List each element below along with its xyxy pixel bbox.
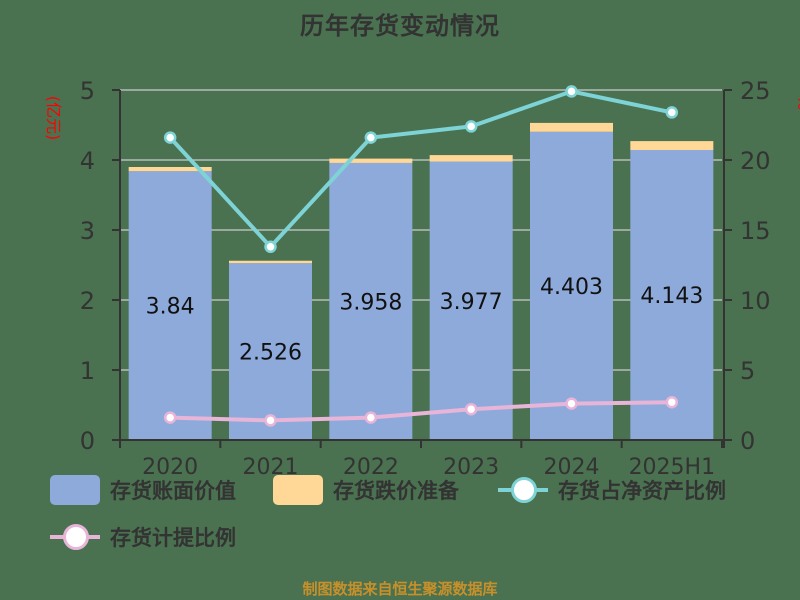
left-tick-label: 5 [80, 77, 95, 105]
bar-segment [630, 149, 714, 441]
bar-segment [429, 161, 513, 441]
legend-label: 存货跌价准备 [333, 479, 459, 503]
bar-segment [329, 162, 413, 440]
line-point-marker [665, 106, 679, 119]
line-point-marker [163, 411, 177, 424]
line-series [170, 400, 672, 423]
bar-segment [630, 141, 714, 150]
source-note: 制图数据来自恒生聚源数据库 [302, 580, 498, 598]
bar-segment [229, 260, 312, 264]
line-point-marker [364, 131, 378, 144]
x-tick-label: 2024 [544, 455, 600, 480]
line-point-marker [264, 240, 277, 254]
x-tick-label: 2020 [142, 455, 198, 480]
legend-label: 存货计提比例 [110, 526, 236, 550]
legend-item-book-value[interactable]: 存货账面价值 [50, 475, 236, 505]
bar-segment [229, 263, 312, 440]
bar-value-label: 4.143 [640, 284, 703, 309]
right-tick-label: 10 [740, 287, 771, 315]
bar-value-label: 3.958 [339, 290, 402, 315]
bar-segment [530, 131, 613, 441]
line-point-marker [665, 395, 679, 409]
bar-value-label: 2.526 [239, 341, 302, 366]
legend-label: 存货账面价值 [110, 479, 236, 503]
right-axis-unit: % [794, 95, 800, 110]
bar-segment [329, 158, 413, 163]
left-tick-label: 2 [80, 287, 95, 315]
bar-segment [128, 171, 212, 440]
right-tick-label: 5 [740, 357, 755, 385]
line-point-marker [565, 397, 578, 410]
bar-value-label: 3.84 [146, 295, 195, 320]
left-tick-label: 0 [80, 427, 95, 455]
right-tick-label: 25 [740, 77, 771, 105]
bar-segment [128, 167, 212, 172]
x-tick-label: 2023 [443, 455, 499, 480]
left-tick-label: 4 [80, 147, 95, 175]
legend-item-net-asset-ratio[interactable]: 存货占净资产比例 [498, 475, 726, 505]
legend-label: 存货占净资产比例 [558, 479, 726, 503]
x-tick-label: 2025H1 [629, 455, 716, 480]
x-tick-label: 2022 [343, 455, 399, 480]
chart-title: 历年存货变动情况 [300, 12, 500, 40]
left-tick-label: 1 [80, 357, 95, 385]
right-tick-label: 15 [740, 217, 771, 245]
line-point-marker [565, 85, 578, 98]
line-point-marker [163, 131, 177, 144]
bar-value-label: 4.403 [540, 275, 603, 300]
legend-item-provision-ratio[interactable]: 存货计提比例 [50, 522, 236, 552]
left-axis-unit: (亿元) [44, 96, 63, 141]
line-point-marker [464, 402, 478, 416]
legend-line-marker-icon [50, 522, 100, 552]
bar-value-label: 3.977 [440, 290, 503, 315]
line-point-marker [464, 120, 478, 133]
legend-item-impairment[interactable]: 存货跌价准备 [273, 475, 459, 505]
line-series [168, 89, 673, 250]
left-tick-label: 3 [80, 217, 95, 245]
right-tick-label: 20 [740, 147, 771, 175]
legend-swatch-impairment [273, 475, 323, 505]
line-point-marker [264, 414, 277, 427]
right-tick-label: 0 [740, 427, 755, 455]
line-point-marker [364, 411, 378, 424]
bar-segment [429, 155, 513, 162]
legend-line-marker-icon [498, 475, 548, 505]
bar-segment [530, 122, 613, 132]
legend-swatch-book-value [50, 475, 100, 505]
